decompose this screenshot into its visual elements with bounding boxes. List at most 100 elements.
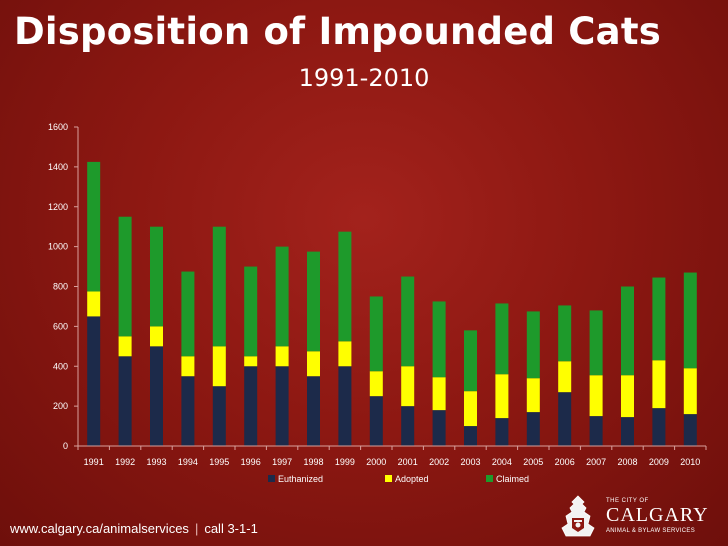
footer-text: www.calgary.ca/animalservices | call 3-1-1 bbox=[10, 521, 258, 536]
bar-adopted-1991[interactable] bbox=[87, 291, 101, 317]
bar-adopted-2000[interactable] bbox=[369, 371, 383, 397]
bar-claimed-1994[interactable] bbox=[181, 271, 195, 357]
bar-claimed-1999[interactable] bbox=[338, 231, 352, 342]
bar-adopted-2007[interactable] bbox=[589, 375, 603, 417]
bar-claimed-2006[interactable] bbox=[558, 305, 572, 362]
bar-claimed-2002[interactable] bbox=[432, 301, 446, 378]
bar-euthanized-1993[interactable] bbox=[150, 346, 163, 446]
y-tick-label: 200 bbox=[53, 401, 68, 411]
crest-icon bbox=[561, 495, 595, 537]
bar-adopted-2005[interactable] bbox=[526, 378, 540, 413]
x-tick-label: 2001 bbox=[398, 457, 418, 467]
x-tick-label: 1994 bbox=[178, 457, 198, 467]
bar-adopted-1996[interactable] bbox=[244, 356, 258, 367]
x-tick-label: 1999 bbox=[335, 457, 355, 467]
x-tick-label: 2002 bbox=[429, 457, 449, 467]
bar-claimed-1992[interactable] bbox=[118, 216, 132, 337]
legend-swatch-adopted bbox=[385, 475, 392, 482]
bar-adopted-2003[interactable] bbox=[464, 391, 477, 427]
bar-claimed-2009[interactable] bbox=[652, 277, 666, 361]
bar-claimed-2003[interactable] bbox=[464, 330, 477, 392]
bar-claimed-1997[interactable] bbox=[275, 246, 289, 347]
bars-group bbox=[87, 161, 697, 447]
bar-euthanized-1992[interactable] bbox=[118, 356, 132, 446]
legend-label-claimed: Claimed bbox=[496, 474, 529, 484]
bar-euthanized-2002[interactable] bbox=[432, 410, 446, 446]
bar-euthanized-2010[interactable] bbox=[683, 414, 697, 446]
bar-euthanized-1998[interactable] bbox=[307, 376, 320, 446]
bar-claimed-2004[interactable] bbox=[495, 303, 509, 375]
bar-adopted-2001[interactable] bbox=[401, 366, 415, 407]
bar-adopted-1993[interactable] bbox=[150, 326, 163, 347]
logo-name: CALGARY bbox=[606, 504, 709, 526]
footer-separator: | bbox=[194, 521, 199, 536]
bar-claimed-2005[interactable] bbox=[526, 311, 540, 379]
subtitle-text: 1991-2010 bbox=[298, 64, 430, 92]
x-tick-label: 2003 bbox=[460, 457, 480, 467]
bar-euthanized-2000[interactable] bbox=[369, 396, 383, 446]
x-tick-label: 1993 bbox=[146, 457, 166, 467]
bar-euthanized-2006[interactable] bbox=[558, 392, 572, 446]
x-tick-label: 1997 bbox=[272, 457, 292, 467]
bar-euthanized-1991[interactable] bbox=[87, 316, 101, 446]
x-tick-label: 2006 bbox=[555, 457, 575, 467]
bar-euthanized-1997[interactable] bbox=[275, 366, 289, 446]
bar-claimed-2008[interactable] bbox=[621, 286, 634, 376]
y-tick-label: 0 bbox=[63, 441, 68, 451]
x-tick-label: 2007 bbox=[586, 457, 606, 467]
bar-claimed-1998[interactable] bbox=[307, 251, 320, 352]
bar-euthanized-2004[interactable] bbox=[495, 418, 509, 446]
bar-claimed-2010[interactable] bbox=[683, 272, 697, 369]
bar-adopted-2004[interactable] bbox=[495, 374, 509, 419]
y-tick-label: 1600 bbox=[48, 122, 68, 132]
bar-adopted-2009[interactable] bbox=[652, 360, 666, 409]
x-tick-label: 2010 bbox=[680, 457, 700, 467]
bar-adopted-1992[interactable] bbox=[118, 336, 132, 357]
legend-label-euthanized: Euthanized bbox=[278, 474, 323, 484]
x-tick-label: 1992 bbox=[115, 457, 135, 467]
legend-swatch-euthanized bbox=[268, 475, 275, 482]
bar-claimed-1991[interactable] bbox=[87, 161, 101, 292]
x-tick-label: 2008 bbox=[617, 457, 637, 467]
bar-claimed-1993[interactable] bbox=[150, 226, 163, 327]
bar-euthanized-1999[interactable] bbox=[338, 366, 352, 446]
x-tick-label: 1991 bbox=[84, 457, 104, 467]
chart-title: Disposition of Impounded Cats bbox=[14, 10, 661, 53]
footer-url-link[interactable]: www.calgary.ca/animalservices bbox=[10, 521, 189, 536]
city-of-calgary-logo: THE CITY OF CALGARY ANIMAL & BYLAW SERVI… bbox=[554, 494, 714, 542]
bar-adopted-2006[interactable] bbox=[558, 361, 572, 393]
bar-claimed-1996[interactable] bbox=[244, 266, 258, 357]
bar-adopted-1995[interactable] bbox=[212, 346, 226, 387]
bar-claimed-2000[interactable] bbox=[369, 296, 383, 372]
bar-euthanized-1996[interactable] bbox=[244, 366, 258, 446]
y-tick-label: 1400 bbox=[48, 162, 68, 172]
bar-euthanized-2009[interactable] bbox=[652, 408, 666, 446]
bar-euthanized-2001[interactable] bbox=[401, 406, 415, 447]
bar-adopted-2002[interactable] bbox=[432, 377, 446, 411]
bar-euthanized-2003[interactable] bbox=[464, 426, 477, 446]
bar-adopted-1998[interactable] bbox=[307, 351, 320, 377]
bar-euthanized-1994[interactable] bbox=[181, 376, 195, 446]
y-tick-label: 400 bbox=[53, 361, 68, 371]
bar-euthanized-2005[interactable] bbox=[526, 412, 540, 446]
bar-adopted-1999[interactable] bbox=[338, 341, 352, 367]
legend-swatch-claimed bbox=[486, 475, 493, 482]
bar-euthanized-2008[interactable] bbox=[621, 417, 634, 446]
bar-euthanized-2007[interactable] bbox=[589, 416, 603, 446]
footer-phone: call 3-1-1 bbox=[204, 521, 258, 536]
bar-claimed-2007[interactable] bbox=[589, 310, 603, 376]
bar-adopted-1997[interactable] bbox=[275, 346, 289, 367]
bar-claimed-1995[interactable] bbox=[212, 226, 226, 347]
bar-adopted-1994[interactable] bbox=[181, 356, 195, 377]
x-tick-label: 2000 bbox=[366, 457, 386, 467]
x-tick-label: 1995 bbox=[209, 457, 229, 467]
bar-claimed-2001[interactable] bbox=[401, 276, 415, 367]
bar-adopted-2010[interactable] bbox=[683, 368, 697, 415]
y-tick-label: 1200 bbox=[48, 202, 68, 212]
x-tick-label: 2005 bbox=[523, 457, 543, 467]
legend: Euthanized Adopted Claimed bbox=[268, 474, 529, 484]
y-tick-label: 800 bbox=[53, 282, 68, 292]
bar-adopted-2008[interactable] bbox=[621, 375, 634, 418]
bar-euthanized-1995[interactable] bbox=[212, 386, 226, 446]
